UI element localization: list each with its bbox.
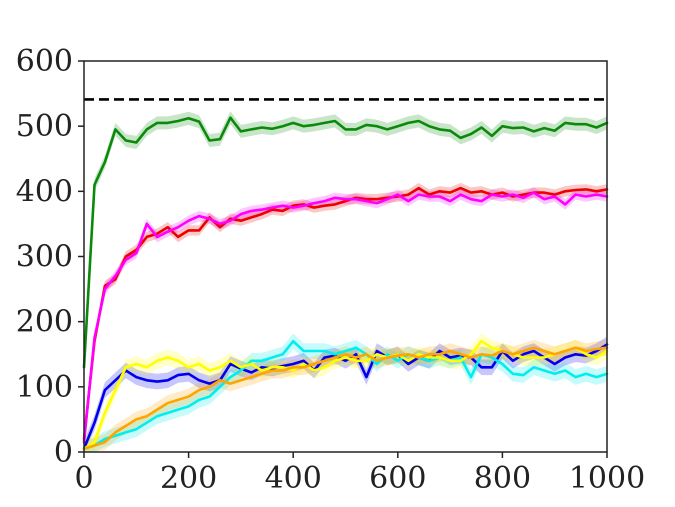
series-5-line [82, 339, 609, 451]
series-1-band [84, 111, 607, 374]
y-tick-label: 0 [54, 435, 73, 470]
series-1-line [82, 116, 609, 369]
y-tick-label: 300 [16, 240, 73, 275]
series-lines [82, 116, 609, 451]
y-tick-label: 400 [16, 174, 73, 209]
x-tick-label: 1000 [569, 461, 645, 496]
confidence-bands [84, 111, 607, 452]
y-tick-label: 600 [16, 44, 73, 79]
x-tick-label: 400 [265, 461, 322, 496]
series-6-band [84, 333, 607, 452]
x-axis-ticks: 0 200 400 600 800 1000 [74, 452, 645, 496]
x-tick-label: 600 [369, 461, 426, 496]
series-3-line [82, 191, 609, 444]
y-tick-label: 200 [16, 305, 73, 340]
x-tick-label: 800 [474, 461, 531, 496]
y-tick-label: 100 [16, 370, 73, 405]
x-tick-label: 200 [160, 461, 217, 496]
series-6-line [82, 339, 609, 451]
series-7-line [82, 346, 609, 451]
x-tick-label: 0 [74, 461, 93, 496]
y-axis-ticks: 0 100 200 300 400 500 600 [16, 44, 84, 470]
y-tick-label: 500 [16, 109, 73, 144]
